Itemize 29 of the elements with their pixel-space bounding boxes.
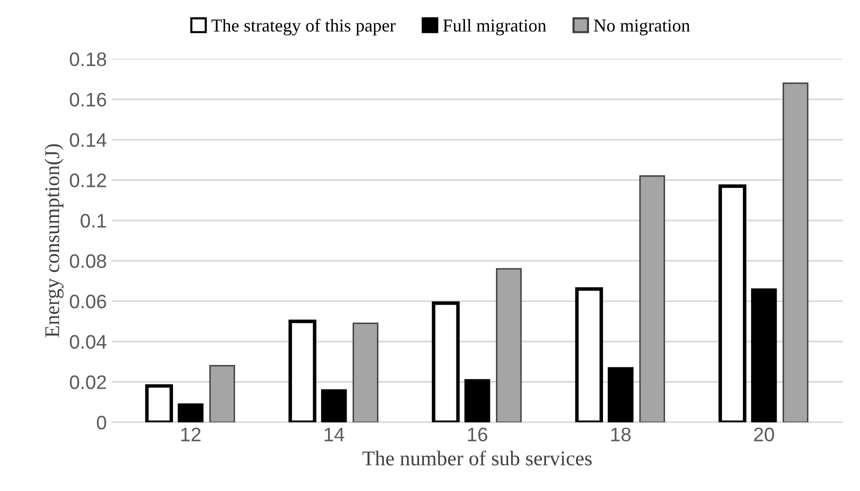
bar [464,379,490,422]
x-tick-label: 14 [324,428,344,442]
legend-label: Full migration [443,18,546,36]
bar [496,268,522,422]
bar [782,82,808,422]
bar [321,389,347,422]
y-tick-label: 0.08 [70,254,106,268]
y-axis-title: Energy consumption(J) [44,144,64,338]
x-tick-label: 12 [181,428,200,442]
y-tick-label: 0 [96,416,106,430]
bar [639,175,666,422]
x-tick-label: 16 [468,428,488,442]
y-tick-label: 0.16 [70,92,106,107]
bar [608,367,634,422]
legend-label: No migration [594,20,690,36]
legend-label: The strategy of this paper [212,18,396,36]
bar [178,403,204,422]
bar [352,322,378,422]
y-tick-label: 0.04 [70,334,106,349]
y-tick-label: 0.02 [70,375,106,390]
y-tick-label: 0.06 [70,294,106,308]
x-tick-label: 18 [611,428,631,442]
bar [209,365,236,422]
x-tick-label: 20 [754,428,774,442]
x-axis-title: The number of sub services [362,450,592,466]
y-tick-label: 0.14 [70,133,106,147]
y-tick-label: 0.1 [80,214,106,228]
y-tick-label: 0.12 [70,174,106,188]
y-tick-label: 0.18 [70,52,106,66]
